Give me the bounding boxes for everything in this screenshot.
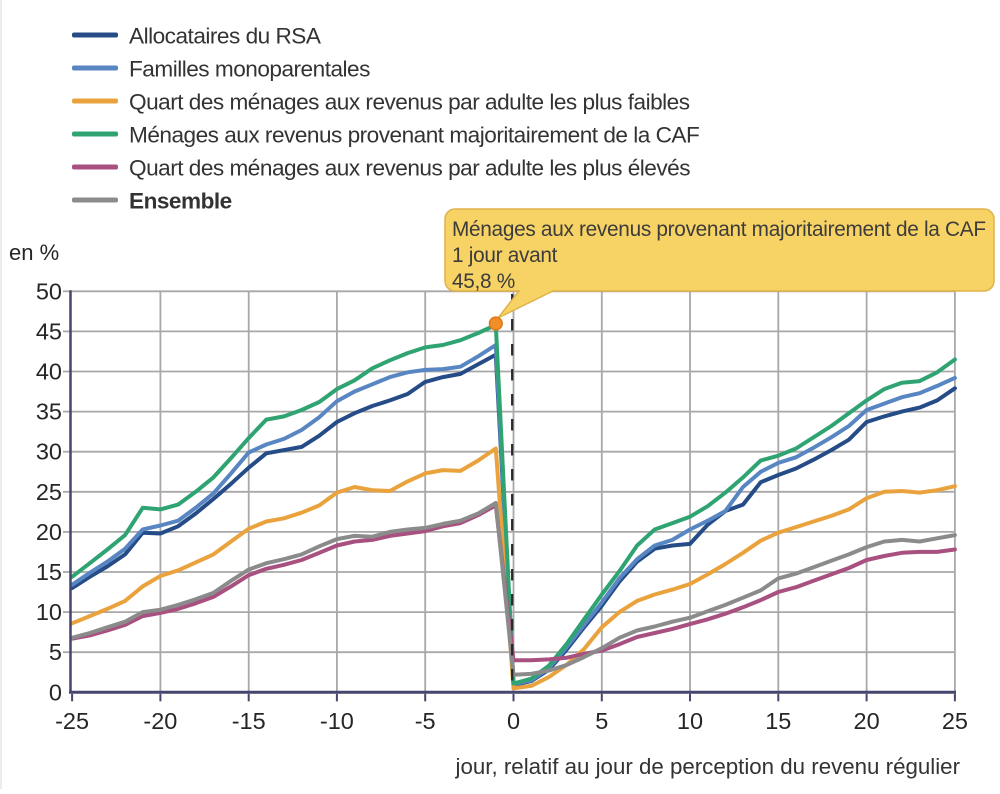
svg-text:-5: -5: [415, 708, 436, 734]
svg-text:10: 10: [36, 599, 62, 625]
svg-text:en %: en %: [9, 240, 59, 265]
svg-text:-10: -10: [320, 708, 354, 734]
svg-text:5: 5: [49, 639, 62, 665]
svg-text:Ménages aux revenus provenant: Ménages aux revenus provenant majoritair…: [452, 218, 986, 241]
svg-text:45: 45: [36, 318, 62, 344]
svg-text:Familles monoparentales: Familles monoparentales: [129, 57, 370, 82]
svg-text:20: 20: [854, 708, 880, 734]
svg-text:25: 25: [942, 708, 968, 734]
svg-text:10: 10: [677, 708, 703, 734]
svg-text:1 jour avant: 1 jour avant: [452, 244, 558, 267]
svg-text:0: 0: [507, 708, 520, 734]
svg-text:Ménages aux revenus provenant: Ménages aux revenus provenant majoritair…: [129, 123, 699, 148]
svg-text:-20: -20: [143, 708, 177, 734]
svg-text:35: 35: [36, 399, 62, 425]
svg-text:jour, relatif au jour de perce: jour, relatif au jour de perception du r…: [455, 754, 961, 779]
svg-text:20: 20: [36, 519, 62, 545]
svg-text:-25: -25: [55, 708, 89, 734]
svg-text:45,8 %: 45,8 %: [452, 270, 515, 293]
svg-text:Quart des ménages aux revenus: Quart des ménages aux revenus par adulte…: [129, 90, 690, 115]
svg-text:Ensemble: Ensemble: [129, 189, 232, 214]
svg-text:25: 25: [36, 479, 62, 505]
svg-text:50: 50: [36, 278, 62, 304]
svg-text:5: 5: [595, 708, 608, 734]
svg-text:15: 15: [36, 559, 62, 585]
svg-text:Quart des ménages aux revenus: Quart des ménages aux revenus par adulte…: [129, 156, 690, 181]
svg-text:Allocataires du RSA: Allocataires du RSA: [129, 24, 322, 49]
svg-text:15: 15: [765, 708, 791, 734]
svg-text:-15: -15: [232, 708, 266, 734]
svg-text:40: 40: [36, 359, 62, 385]
svg-text:30: 30: [36, 439, 62, 465]
svg-text:0: 0: [49, 679, 62, 705]
